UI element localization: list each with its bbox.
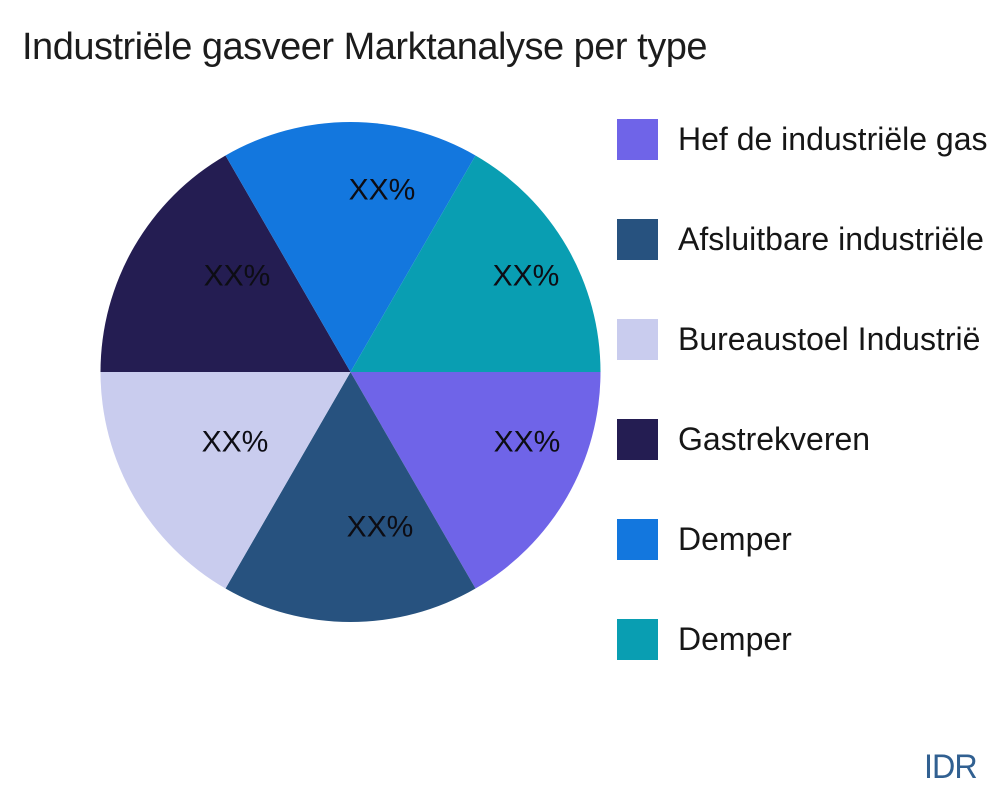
legend-label: Hef de industriële gas xyxy=(678,121,988,157)
pie-slice-demper-blue xyxy=(225,122,476,372)
pie-slice-gastrekveren xyxy=(100,155,351,372)
legend-label: Bureaustoel Industrië xyxy=(678,321,981,357)
chart-title: Industriële gasveer Marktanalyse per typ… xyxy=(22,26,707,68)
legend-swatch-navy xyxy=(617,419,658,460)
legend-swatch-blue xyxy=(617,519,658,560)
legend-swatch-teal xyxy=(617,619,658,660)
legend-item: Demper xyxy=(617,519,792,560)
legend-item: Demper xyxy=(617,619,792,660)
pie-slice-afsluitbare-industriele xyxy=(225,372,476,622)
legend-label: Demper xyxy=(678,621,792,657)
legend-swatch-purple xyxy=(617,119,658,160)
pie-slice-demper-teal xyxy=(350,155,601,372)
pie-label-demper-teal: XX% xyxy=(493,260,560,293)
legend-swatch-steel-blue xyxy=(617,219,658,260)
legend-label: Demper xyxy=(678,521,792,557)
legend-item: Hef de industriële gas xyxy=(617,119,988,160)
legend-label: Gastrekveren xyxy=(678,421,871,457)
watermark-idr: IDR xyxy=(924,748,978,786)
pie-label-gastrekveren: XX% xyxy=(204,260,271,293)
legend-swatch-lavender xyxy=(617,319,658,360)
legend-label: Afsluitbare industriële xyxy=(678,221,984,257)
pie-slice-bureaustoel-industriele xyxy=(100,372,351,589)
legend-item: Gastrekveren xyxy=(617,419,870,460)
pie-label-hef-de-industriele-gas: XX% xyxy=(494,426,561,459)
pie-label-afsluitbare-industriele: XX% xyxy=(347,511,414,544)
pie-label-bureaustoel-industriele: XX% xyxy=(202,426,269,459)
legend-item: Afsluitbare industriële xyxy=(617,219,984,260)
pie-label-demper-blue: XX% xyxy=(349,174,416,207)
pie-slice-hef-de-industriele-gas xyxy=(350,372,601,589)
legend-item: Bureaustoel Industrië xyxy=(617,319,980,360)
